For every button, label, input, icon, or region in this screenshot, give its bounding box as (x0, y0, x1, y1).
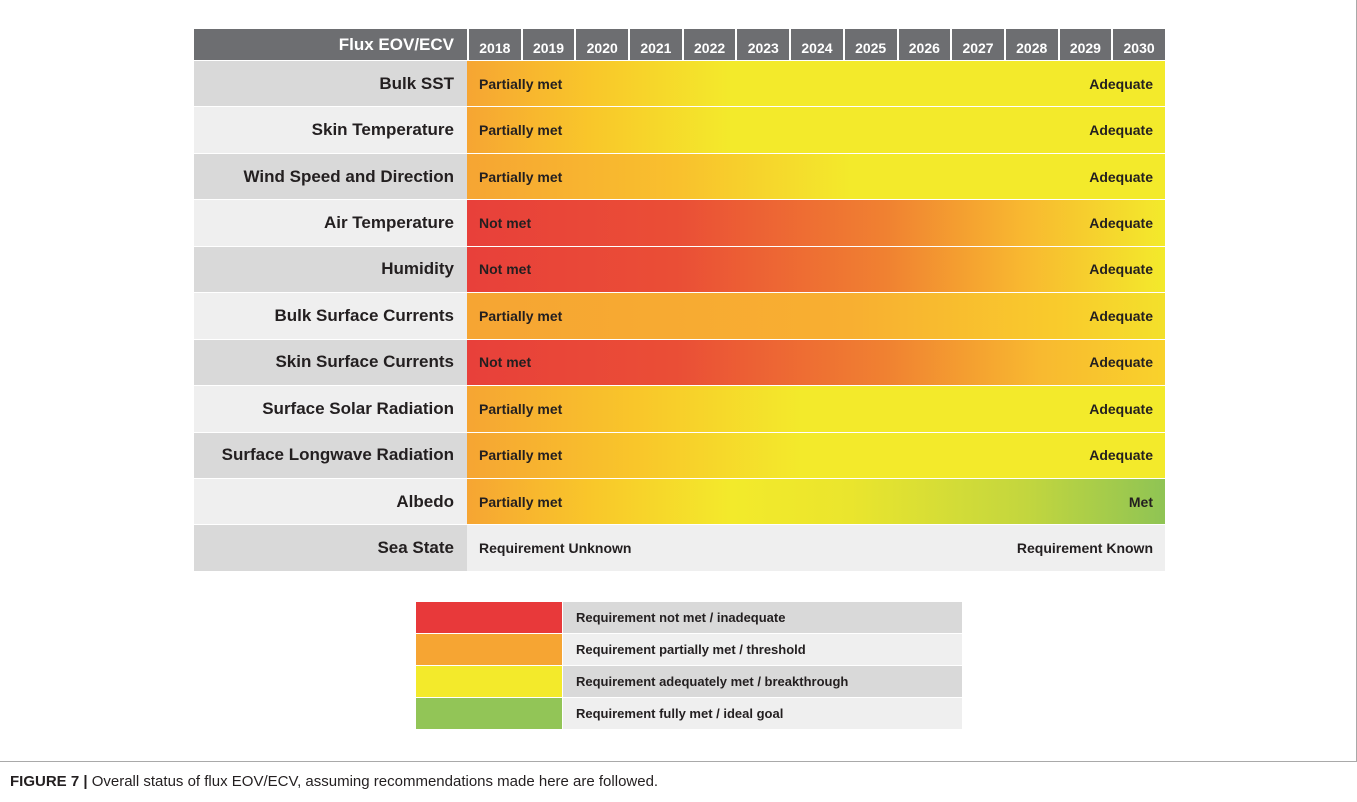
status-start: Not met (479, 354, 532, 371)
status-end: Adequate (1089, 122, 1153, 139)
table-row: Skin Temperature Partially met Adequate (194, 106, 1165, 153)
caption-label: FIGURE 7 | (10, 773, 88, 790)
row-label: Skin Temperature (194, 107, 467, 153)
row-label: Skin Surface Currents (194, 339, 467, 386)
legend-text: Requirement fully met / ideal goal (562, 698, 962, 729)
status-end: Adequate (1089, 261, 1153, 278)
table-body: Bulk SST Partially met Adequate Skin Temper… (194, 60, 1165, 571)
status-start: Not met (479, 261, 532, 278)
status-bar: Partially met Adequate (467, 432, 1165, 478)
status-bar: Partially met Adequate (467, 293, 1165, 339)
status-bar: Partially met Adequate (467, 153, 1165, 200)
status-end: Met (1128, 493, 1153, 510)
row-label: Bulk Surface Currents (194, 293, 467, 339)
header-label: Flux EOV/ECV (194, 29, 467, 60)
row-label: Surface Longwave Radiation (194, 432, 467, 478)
status-start: Partially met (479, 447, 563, 464)
status-end: Adequate (1089, 75, 1153, 92)
table-row: Air Temperature Not met Adequate (194, 199, 1165, 246)
status-start: Not met (479, 215, 532, 232)
status-start: Partially met (479, 168, 563, 185)
status-bar: Partially met Adequate (467, 61, 1165, 107)
year-header: 2019 (520, 29, 575, 60)
status-end: Adequate (1089, 354, 1153, 371)
year-header: 2018 (467, 29, 521, 60)
legend-text: Requirement partially met / threshold (562, 634, 962, 665)
legend-swatch (416, 602, 562, 633)
status-start: Partially met (479, 307, 563, 324)
row-label: Sea State (194, 525, 467, 571)
legend-swatch (416, 666, 562, 697)
year-headers: 2018 2019 2020 2021 2022 2023 2024 2025 2026 2027… (467, 29, 1165, 60)
legend-text: Requirement not met / inadequate (562, 602, 962, 633)
status-start: Requirement Unknown (479, 540, 632, 557)
legend-text: Requirement adequately met / breakthroug… (562, 666, 962, 697)
year-header: 2021 (628, 29, 682, 60)
status-bar: Partially met Adequate (467, 386, 1165, 432)
legend-item: Requirement adequately met / breakthroug… (416, 666, 962, 697)
table-row: Wind Speed and Direction Partially met Ade… (194, 152, 1165, 200)
year-header: 2022 (681, 29, 736, 60)
year-header: 2027 (950, 29, 1004, 60)
table-row: Surface Solar Radiation Partially met Adeq… (194, 385, 1165, 432)
table-header: Flux EOV/ECV 2018 2019 2020 2021 2022 2023 202… (194, 29, 1165, 60)
year-header: 2024 (789, 29, 843, 60)
status-bar: Not met Adequate (467, 246, 1165, 293)
table-row: Surface Longwave Radiation Partially met A… (194, 431, 1165, 478)
row-label: Humidity (194, 246, 467, 293)
status-end: Adequate (1089, 215, 1153, 232)
status-start: Partially met (479, 400, 563, 417)
legend-swatch (416, 698, 562, 729)
status-bar: Requirement Unknown Requirement Known (467, 525, 1165, 571)
status-bar: Not met Adequate (467, 200, 1165, 246)
caption-text: Overall status of flux EOV/ECV, assuming… (87, 773, 659, 790)
year-header: 2025 (842, 29, 897, 60)
table-row: Humidity Not met Adequate (194, 245, 1165, 293)
status-start: Partially met (479, 493, 563, 510)
legend-item: Requirement partially met / threshold (416, 634, 962, 665)
status-table: Flux EOV/ECV 2018 2019 2020 2021 2022 2023 202… (194, 29, 1165, 571)
legend-swatch (416, 634, 562, 665)
status-start: Partially met (479, 122, 563, 139)
status-bar: Partially met Met (467, 478, 1165, 525)
status-start: Partially met (479, 75, 563, 92)
table-row: Bulk SST Partially met Adequate (194, 60, 1165, 107)
table-row: Skin Surface Currents Not met Adequate (194, 338, 1165, 386)
year-header: 2030 (1111, 29, 1165, 60)
row-label: Albedo (194, 478, 467, 525)
status-end: Adequate (1089, 307, 1153, 324)
status-bar: Partially met Adequate (467, 107, 1165, 153)
table-row: Bulk Surface Currents Partially met Adequa… (194, 292, 1165, 339)
row-label: Wind Speed and Direction (194, 153, 467, 200)
status-end: Adequate (1089, 447, 1153, 464)
row-label: Bulk SST (194, 61, 467, 107)
year-header: 2023 (735, 29, 790, 60)
year-header: 2028 (1003, 29, 1058, 60)
row-label: Surface Solar Radiation (194, 386, 467, 432)
year-header: 2026 (896, 29, 951, 60)
year-header: 2029 (1057, 29, 1112, 60)
legend: Requirement not met / inadequate Requirem… (416, 602, 962, 730)
table-row: Albedo Partially met Met (194, 477, 1165, 525)
year-header: 2020 (574, 29, 629, 60)
legend-item: Requirement fully met / ideal goal (416, 698, 962, 729)
legend-item: Requirement not met / inadequate (416, 602, 962, 633)
figure-caption: FIGURE 7 | Overall status of flux EOV/EC… (10, 773, 658, 790)
status-end: Requirement Known (1016, 540, 1153, 557)
status-bar: Not met Adequate (467, 339, 1165, 386)
status-end: Adequate (1089, 168, 1153, 185)
status-end: Adequate (1089, 400, 1153, 417)
row-label: Air Temperature (194, 200, 467, 246)
table-row: Sea State Requirement Unknown Requirement … (194, 524, 1165, 571)
